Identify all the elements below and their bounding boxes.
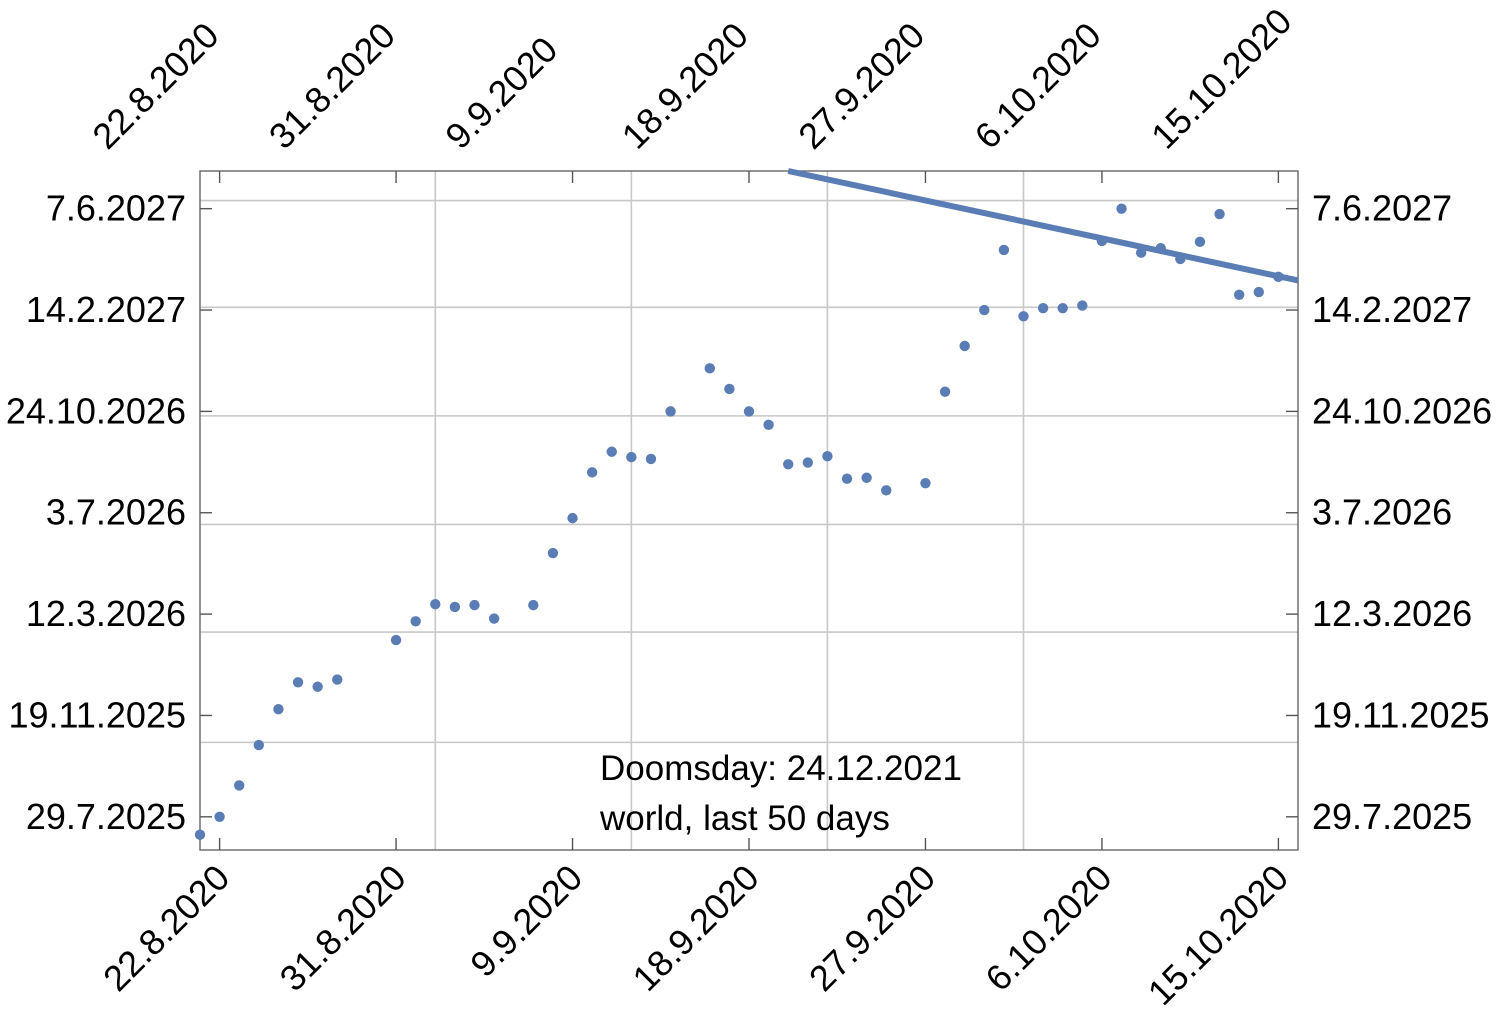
data-point [763, 419, 774, 431]
y-tick-label-right: 12.3.2026 [1312, 593, 1472, 634]
y-tick-label-left: 29.7.2025 [26, 796, 186, 837]
x-tick-label-bottom: 27.9.2020 [801, 857, 943, 999]
x-tick-label-bottom: 18.9.2020 [624, 857, 766, 999]
data-point [1233, 289, 1245, 300]
data-point [1214, 208, 1225, 220]
data-point [469, 599, 480, 611]
data-point [332, 674, 343, 685]
x-tick-label-top: 15.10.2020 [1143, 0, 1299, 156]
data-point [959, 340, 970, 352]
y-tick-label-left: 12.3.2026 [26, 593, 186, 634]
x-tick-label-top: 31.8.2020 [261, 14, 403, 156]
data-point [449, 601, 461, 613]
grid-lines [200, 171, 1298, 850]
data-point [253, 739, 265, 751]
x-tick-label-bottom: 15.10.2020 [1140, 857, 1296, 1013]
axis-ticks [200, 171, 1298, 850]
x-tick-label-top: 22.8.2020 [84, 14, 226, 156]
x-tick-label-top: 18.9.2020 [614, 14, 756, 156]
y-tick-label-left: 7.6.2027 [46, 188, 186, 229]
y-tick-label-left: 24.10.2026 [6, 390, 186, 431]
data-point [1135, 247, 1147, 258]
data-point [939, 386, 951, 397]
y-tick-label-left: 19.11.2025 [8, 694, 186, 735]
data-point [273, 703, 284, 715]
y-tick-label-right: 19.11.2025 [1312, 694, 1490, 735]
x-tick-label-bottom: 9.9.2020 [462, 857, 590, 985]
x-tick-label-top: 6.10.2020 [967, 14, 1109, 156]
annotation-world-last-50-days: world, last 50 days [599, 799, 890, 838]
y-tick-label-left: 3.7.2026 [46, 492, 186, 533]
data-point [1273, 271, 1284, 283]
x-tick-label-top: 9.9.2020 [437, 29, 565, 157]
data-point [194, 829, 206, 840]
data-point [1018, 311, 1029, 322]
x-tick-label-top: 27.9.2020 [790, 14, 932, 156]
data-point [1096, 235, 1108, 247]
data-point [547, 547, 559, 559]
y-tick-label-right: 3.7.2026 [1312, 492, 1452, 533]
y-tick-label-right: 29.7.2025 [1312, 796, 1472, 837]
data-point [645, 453, 657, 465]
data-point [1253, 286, 1264, 298]
data-point [626, 451, 637, 463]
data-point [704, 363, 715, 374]
data-point [292, 677, 304, 688]
data-point [1057, 303, 1068, 314]
data-point [979, 304, 990, 316]
data-point [1194, 236, 1206, 248]
data-point [234, 780, 245, 791]
trend-line-series [787, 168, 1299, 284]
data-point [390, 634, 402, 646]
data-point [214, 811, 225, 823]
scatter-points [194, 203, 1284, 840]
data-point [586, 467, 598, 478]
trend-line [787, 168, 1299, 284]
data-point [841, 473, 853, 484]
data-point [822, 451, 833, 462]
axis-tick-labels: 22.8.202022.8.202031.8.202031.8.20209.9.… [6, 0, 1492, 1013]
data-point [724, 383, 735, 395]
data-point [1175, 253, 1186, 265]
y-tick-label-right: 7.6.2027 [1312, 188, 1452, 229]
annotation-box: Doomsday: 24.12.2021 world, last 50 days [599, 749, 962, 838]
data-point [665, 406, 676, 417]
y-tick-label-right: 14.2.2027 [1312, 289, 1472, 330]
data-point [802, 457, 814, 468]
x-tick-label-bottom: 6.10.2020 [977, 857, 1119, 999]
data-point [488, 613, 500, 624]
data-point [920, 477, 931, 489]
data-point [743, 406, 755, 417]
data-point [430, 599, 441, 610]
data-point [861, 472, 872, 483]
data-point [998, 244, 1010, 256]
annotation-doomsday: Doomsday: 24.12.2021 [600, 749, 962, 788]
data-point [1077, 300, 1088, 311]
data-point [881, 485, 892, 496]
x-tick-label-bottom: 31.8.2020 [271, 857, 413, 999]
data-point [410, 616, 421, 627]
data-point [528, 599, 539, 611]
data-point [567, 512, 578, 524]
data-point [783, 459, 794, 470]
data-point [606, 446, 617, 457]
y-tick-label-left: 14.2.2027 [26, 289, 186, 330]
x-tick-label-bottom: 22.8.2020 [95, 857, 237, 999]
data-point [312, 681, 323, 692]
data-point [1037, 303, 1049, 314]
data-point [1116, 203, 1127, 214]
data-point [1155, 242, 1166, 254]
y-tick-label-right: 24.10.2026 [1312, 390, 1492, 431]
